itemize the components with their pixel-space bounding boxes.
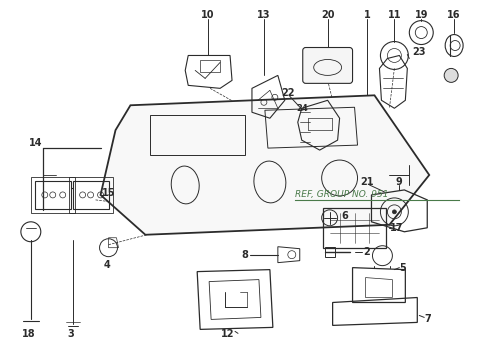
Text: 7: 7 <box>424 314 431 325</box>
Text: REF, GROUP NO. 951: REF, GROUP NO. 951 <box>295 191 388 199</box>
Text: 19: 19 <box>415 10 428 20</box>
Text: 1: 1 <box>364 10 371 20</box>
Text: 21: 21 <box>361 177 374 187</box>
Text: 22: 22 <box>281 88 295 98</box>
Text: 3: 3 <box>67 329 74 339</box>
Text: 6: 6 <box>341 211 348 221</box>
Text: 14: 14 <box>29 138 43 148</box>
Text: 2: 2 <box>363 247 370 257</box>
Text: 23: 23 <box>412 47 426 58</box>
Text: 24: 24 <box>296 104 308 113</box>
Text: 13: 13 <box>257 10 271 20</box>
Circle shape <box>392 210 396 214</box>
Text: 18: 18 <box>22 329 36 339</box>
Text: 9: 9 <box>396 177 403 187</box>
Text: 16: 16 <box>447 10 461 20</box>
Text: 20: 20 <box>321 10 335 20</box>
Text: 10: 10 <box>202 10 215 20</box>
Text: 4: 4 <box>103 260 110 270</box>
Text: 17: 17 <box>390 223 403 233</box>
Text: 15: 15 <box>102 188 115 198</box>
Text: 11: 11 <box>388 10 401 20</box>
FancyBboxPatch shape <box>303 47 352 83</box>
Text: 12: 12 <box>221 329 235 339</box>
Text: 5: 5 <box>399 263 406 273</box>
Circle shape <box>444 68 458 82</box>
Polygon shape <box>100 95 429 235</box>
Text: 8: 8 <box>241 250 249 260</box>
